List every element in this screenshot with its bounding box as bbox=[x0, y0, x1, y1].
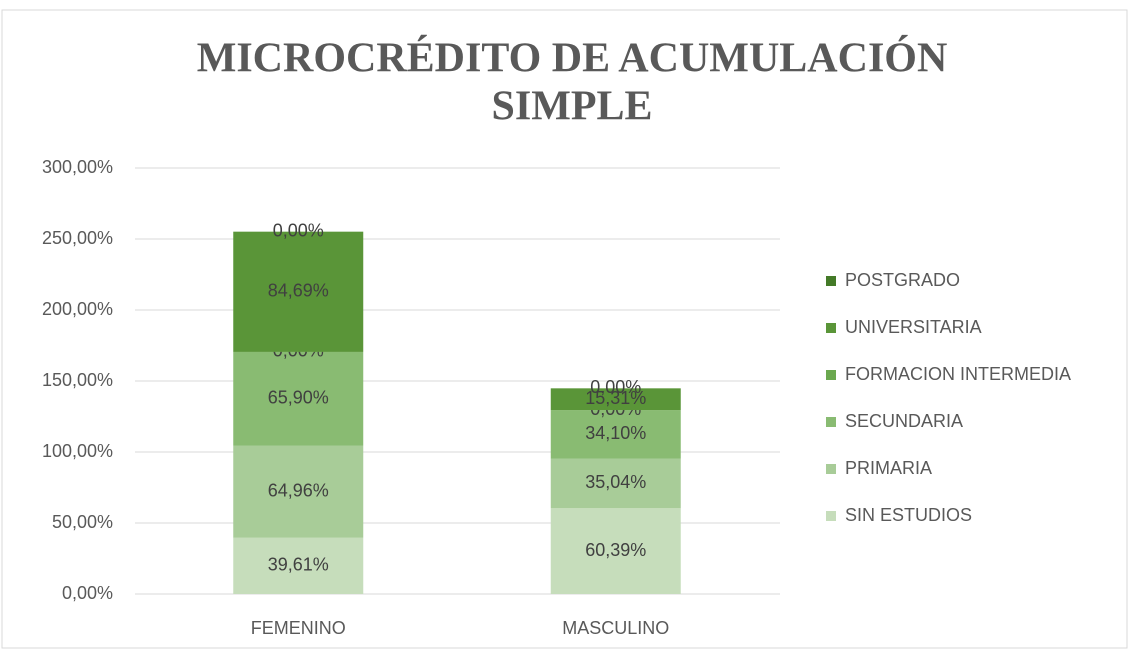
y-tick-label: 200,00% bbox=[42, 299, 113, 319]
legend-swatch bbox=[826, 464, 836, 474]
legend-swatch bbox=[826, 370, 836, 380]
x-tick-label: FEMENINO bbox=[251, 618, 346, 638]
data-label: 15,31% bbox=[585, 388, 646, 408]
y-tick-label: 250,00% bbox=[42, 228, 113, 248]
data-label: 0,00% bbox=[273, 220, 324, 240]
legend-swatch bbox=[826, 276, 836, 286]
y-tick-label: 300,00% bbox=[42, 157, 113, 177]
data-label: 34,10% bbox=[585, 423, 646, 443]
bar-segment bbox=[550, 458, 681, 509]
y-tick-label: 50,00% bbox=[52, 512, 113, 532]
legend-swatch bbox=[826, 417, 836, 427]
bar-segment bbox=[233, 351, 364, 446]
bar-segment bbox=[233, 231, 364, 352]
chart-title: MICROCRÉDITO DE ACUMULACIÓN bbox=[197, 35, 948, 82]
bar-segment bbox=[550, 410, 681, 459]
data-label: 64,96% bbox=[268, 480, 329, 500]
x-tick-label: MASCULINO bbox=[562, 618, 669, 638]
legend-label: FORMACION INTERMEDIA bbox=[845, 364, 1071, 384]
legend-label: SECUNDARIA bbox=[845, 411, 963, 431]
y-tick-label: 150,00% bbox=[42, 370, 113, 390]
bar-segment bbox=[233, 445, 364, 538]
bar-segment bbox=[233, 537, 364, 594]
y-tick-label: 0,00% bbox=[62, 583, 113, 603]
data-label: 84,69% bbox=[268, 281, 329, 301]
legend-label: UNIVERSITARIA bbox=[845, 317, 982, 337]
data-label: 35,04% bbox=[585, 472, 646, 492]
legend-swatch bbox=[826, 511, 836, 521]
bar-segment bbox=[550, 508, 681, 594]
data-label: 65,90% bbox=[268, 387, 329, 407]
legend-label: SIN ESTUDIOS bbox=[845, 505, 972, 525]
data-label: 0,00% bbox=[590, 377, 641, 397]
data-label: 39,61% bbox=[268, 555, 329, 575]
bar-segment bbox=[550, 388, 681, 411]
chart-title: SIMPLE bbox=[491, 84, 652, 130]
legend-label: POSTGRADO bbox=[845, 270, 960, 290]
legend-swatch bbox=[826, 323, 836, 333]
data-label: 60,39% bbox=[585, 540, 646, 560]
y-tick-label: 100,00% bbox=[42, 441, 113, 461]
legend-label: PRIMARIA bbox=[845, 458, 932, 478]
